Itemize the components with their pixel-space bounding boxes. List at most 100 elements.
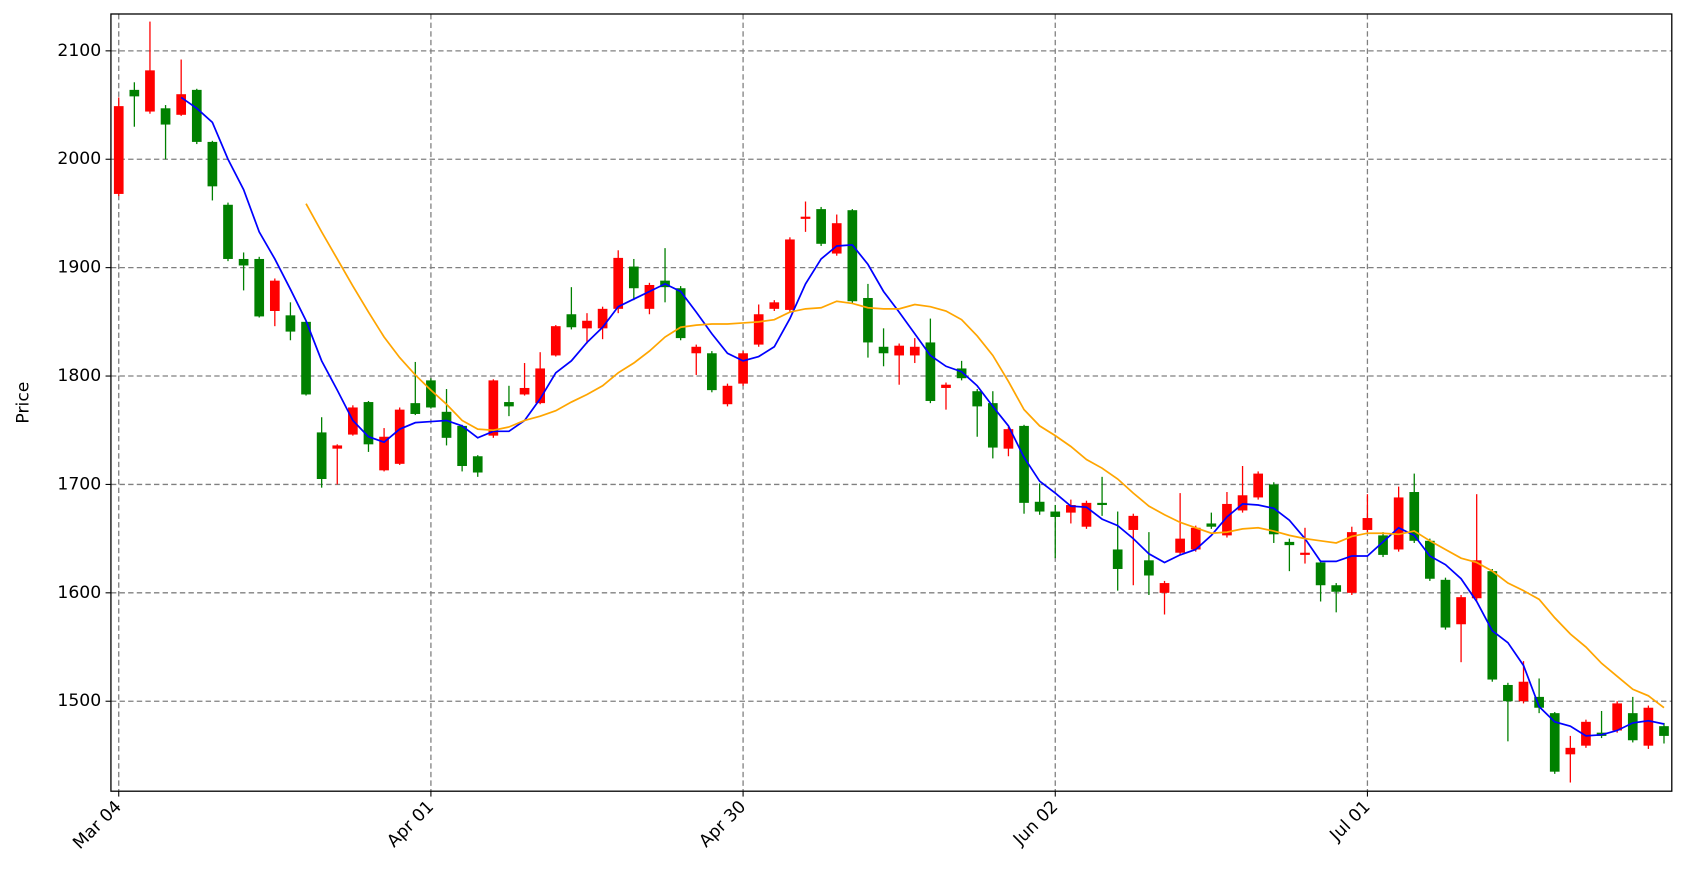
candle-body [1206,523,1217,527]
candle-body [1659,726,1669,736]
candle-body [1034,501,1045,512]
candle-body [675,288,686,339]
candle-body [1643,707,1654,746]
candle-body [1050,511,1061,517]
candle-body [1190,527,1201,550]
candle-body [316,432,327,480]
candle-body [207,141,218,187]
candle-body [1503,684,1513,702]
candle-body [441,411,452,438]
candle-body [847,210,858,302]
candle-body [1066,505,1076,513]
candle-body [535,368,546,404]
candle-body [129,89,140,97]
candle-body [769,302,780,309]
y-tick-label: 2000 [57,149,101,169]
candle-body [1081,502,1092,527]
candle-body [1315,562,1326,586]
moving-average-line [305,203,1665,709]
candle-body [956,368,967,379]
candle-body [1487,571,1498,680]
candle-body [863,297,873,343]
x-tick-label: Mar 04 [69,797,125,853]
candle-body [1300,552,1310,555]
candle-body [519,387,530,395]
candle-body [332,445,343,449]
candle-body [223,204,233,259]
candle-body [987,403,998,448]
candle-body [925,342,936,401]
candle-body [1112,549,1123,569]
candle-body [254,258,265,317]
candle-body [941,384,951,388]
candle-body [238,258,249,266]
candle-body [363,402,374,445]
candle-body [1534,696,1544,708]
candle-body [301,321,311,395]
candle-body [472,456,483,473]
candle-body [379,436,389,471]
candle-body [410,403,421,414]
candle-body [738,353,748,384]
candle-body [426,380,436,408]
candle-body [1253,473,1264,498]
candle-body [1518,681,1529,702]
candle-body [1393,497,1404,550]
candle-body [1268,484,1279,535]
candle-body [1471,560,1482,599]
candle-body [1003,429,1014,449]
candle-body [566,314,577,328]
candle-body [285,315,296,332]
candle-body [1128,515,1139,530]
x-tick-label: Jul 01 [1326,797,1375,846]
candle-body [1331,585,1342,592]
candle-body [269,280,280,311]
candle-body [1612,703,1623,731]
plot-frame [110,13,1673,792]
candle-body [191,89,202,142]
candle-body [176,94,187,115]
candle-body [691,346,702,354]
candle-body [1456,597,1466,625]
candle-body [1378,535,1388,555]
candle-body [550,326,561,356]
candle-body [800,216,811,219]
candle-body [878,346,889,354]
candle-body [1362,518,1373,530]
candle-body [1144,560,1154,576]
candle-body [1159,583,1170,593]
x-tick-label: Apr 01 [383,797,438,852]
candle-body [597,308,608,329]
candle-body [1284,541,1295,546]
candle-body [488,380,499,436]
y-tick-label: 1600 [57,583,101,603]
candle-body [1581,721,1591,746]
candle-body [1019,425,1029,503]
candle-body [1097,502,1107,506]
candle-body [1346,532,1357,593]
y-tick-label: 1700 [57,474,101,494]
x-tick-label: Jun 02 [1009,797,1062,850]
candle-body [457,425,467,467]
candle-body [1549,713,1560,772]
y-axis-label: Price [14,382,34,424]
candle-body [1627,713,1638,741]
y-tick-label: 1800 [57,366,101,386]
candle-body [785,239,795,310]
candle-body [972,391,983,407]
candle-body [394,409,405,464]
candle-body [1565,747,1576,755]
candle-body [160,108,171,125]
candle-body [1409,492,1420,541]
candle-body [613,257,624,309]
candle-body [1175,538,1185,553]
candle-body [707,353,717,391]
candle-body [1440,579,1451,628]
candle-body [722,385,733,405]
candle-body [644,284,655,309]
candle-body [1425,540,1435,579]
candle-body [145,70,155,112]
candle-body [753,314,764,345]
